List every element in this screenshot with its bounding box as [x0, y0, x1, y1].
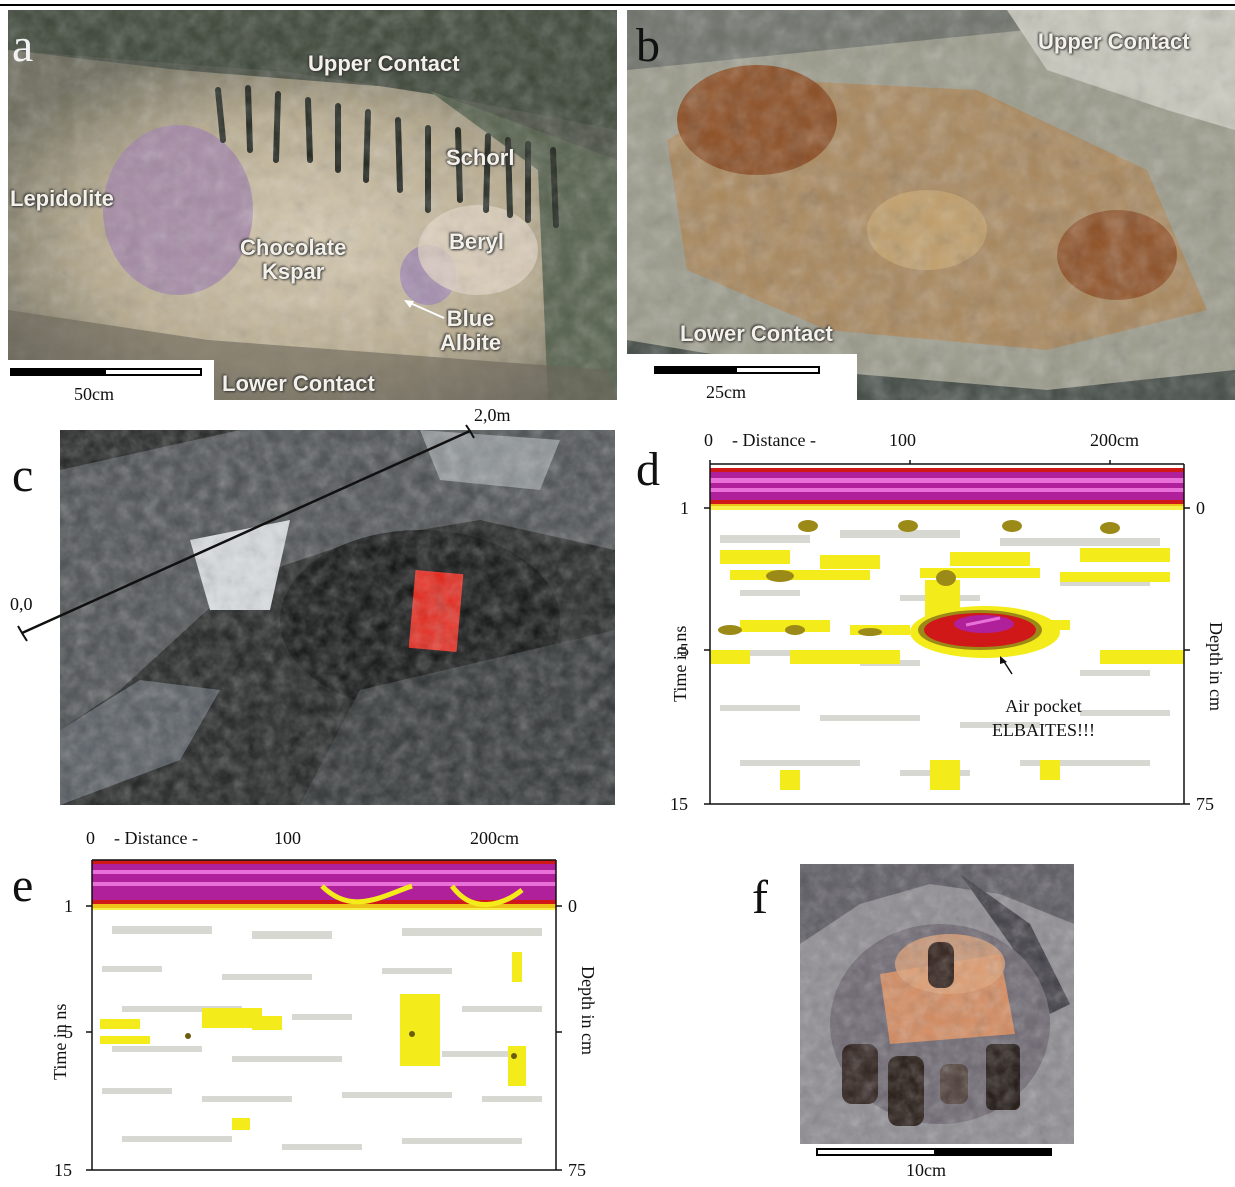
- panel-b-photo: [627, 10, 1235, 400]
- top-rule: [0, 4, 1235, 6]
- panel-e-x-tick-0: 0: [86, 828, 95, 848]
- panel-e-yellow-reflections: [100, 952, 526, 1130]
- panel-d-y-left-tick-5: 5: [680, 640, 689, 660]
- panel-d-letter: d: [636, 443, 660, 496]
- panel-d-y-right-tick-75: 75: [1196, 794, 1214, 814]
- panel-d-frame: [704, 460, 1190, 805]
- panel-d-x-tick-100: 100: [889, 430, 916, 450]
- panel-d-y-right-label: Depth in cm: [1206, 622, 1226, 711]
- panel-e-surface-band: [92, 860, 556, 910]
- panel-d-x-tick-0: 0: [704, 430, 713, 450]
- panel-a-blue-albite-label: Blue Albite: [440, 306, 502, 355]
- panel-f-scale-bar: [816, 1148, 1052, 1156]
- panel-d-olive-spots: [718, 520, 1120, 636]
- panel-c-pocket-image: [60, 430, 615, 805]
- panel-d-surface-band: [710, 468, 1184, 510]
- panel-a-rock-image: [8, 10, 617, 400]
- panel-a-scale-box: [8, 360, 214, 400]
- panel-b-letter: b: [636, 19, 660, 72]
- panel-e-y-right-tick-0: 0: [568, 896, 577, 916]
- panel-a-chocolate-kspar-label: Chocolate Kspar: [240, 235, 347, 284]
- panel-a-lower-contact-label: Lower Contact: [222, 371, 375, 396]
- panel-b-scale-box: [627, 354, 857, 400]
- panel-e-radargram: [86, 859, 562, 1171]
- panel-d-annotation-arrowhead: [1000, 656, 1007, 664]
- panel-d-air-pocket-anomaly: [910, 606, 1060, 658]
- panel-e-background-reflections: [102, 926, 542, 1150]
- panel-e-y-left-tick-1: 1: [64, 896, 73, 916]
- panel-e-y-left-tick-15: 15: [54, 1160, 72, 1180]
- panel-c-start-label: 0,0: [10, 594, 33, 614]
- panel-d-y-right-tick-0: 0: [1196, 498, 1205, 518]
- panel-a-lepidolite-label: Lepidolite: [10, 186, 114, 211]
- panel-d-radargram: [704, 460, 1190, 805]
- panel-f-scale-label: 10cm: [906, 1160, 946, 1180]
- panel-c-survey-line: [17, 424, 475, 642]
- panel-d-y-left-tick-1: 1: [680, 498, 689, 518]
- panel-b-lower-contact-label: Lower Contact: [680, 321, 833, 346]
- panel-d-y-left-tick-15: 15: [670, 794, 688, 814]
- panel-e-x-tick-200: 200cm: [470, 828, 519, 848]
- panel-a-upper-contact-label: Upper Contact: [308, 51, 460, 76]
- panel-f-photo: [800, 864, 1074, 1144]
- panel-e-y-right-tick-75: 75: [568, 1160, 586, 1180]
- panel-e-y-left-label: Time in ns: [50, 1003, 70, 1080]
- panel-c-letter: c: [12, 449, 34, 502]
- panel-d-y-left-label: Time in ns: [670, 625, 690, 702]
- panel-a-photo: [8, 10, 617, 400]
- panel-e-letter: e: [12, 859, 34, 912]
- panel-a-beryl-label: Beryl: [449, 229, 505, 254]
- panel-b-scale-bar: [654, 366, 820, 374]
- panel-e-frame: [86, 859, 562, 1171]
- panel-c-photo: [60, 430, 615, 805]
- panel-b-upper-contact-label: Upper Contact: [1038, 29, 1190, 54]
- panel-a-schorl-label: Schorl: [446, 145, 515, 170]
- panel-e-y-left-tick-5: 5: [64, 1022, 73, 1042]
- panel-d-annotation: Air pocket ELBAITES!!!: [992, 696, 1095, 740]
- panel-d-x-axis-title: - Distance -: [732, 430, 816, 450]
- panel-a-albite-arrow: [404, 300, 445, 319]
- panel-e-dark-spots: [185, 1031, 517, 1059]
- panel-e-x-tick-100: 100: [274, 828, 301, 848]
- panel-b-rock-image: [627, 10, 1235, 400]
- panel-b-scale-label: 25cm: [706, 382, 746, 402]
- panel-c-end-label: 2,0m: [474, 405, 511, 425]
- panel-e-y-right-label: Depth in cm: [578, 966, 598, 1055]
- panel-a-letter: a: [12, 19, 34, 72]
- panel-a-scale-label: 50cm: [74, 384, 114, 404]
- panel-d-x-tick-200: 200cm: [1090, 430, 1139, 450]
- panel-f-crystals-image: [800, 864, 1074, 1144]
- panel-a-scale-bar: [10, 368, 202, 376]
- panel-e-x-axis-title: - Distance -: [114, 828, 198, 848]
- panel-f-letter: f: [752, 871, 768, 924]
